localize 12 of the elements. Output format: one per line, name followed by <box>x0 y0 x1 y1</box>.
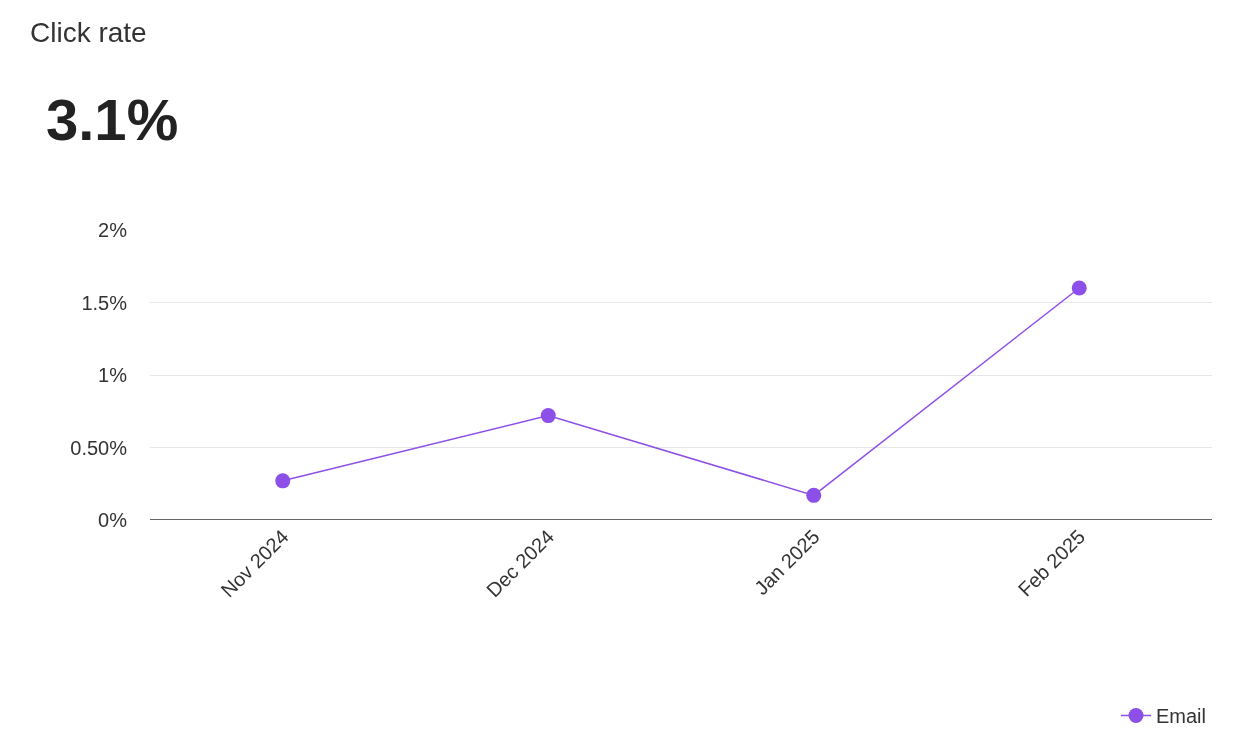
chart-title: Click rate <box>30 16 147 48</box>
point <box>806 487 822 503</box>
legend-label: Email <box>1156 705 1207 728</box>
y-tick-label: 0% <box>98 509 128 531</box>
y-tick-label: 1% <box>98 364 128 386</box>
chart-subtitle: 3.1% <box>46 87 179 152</box>
point <box>275 473 291 489</box>
y-tick-label: 1.5% <box>81 291 128 314</box>
point <box>1071 280 1087 296</box>
y-tick-label: 0.50% <box>70 436 128 459</box>
point <box>540 408 556 424</box>
y-tick-label: 2% <box>98 219 128 241</box>
